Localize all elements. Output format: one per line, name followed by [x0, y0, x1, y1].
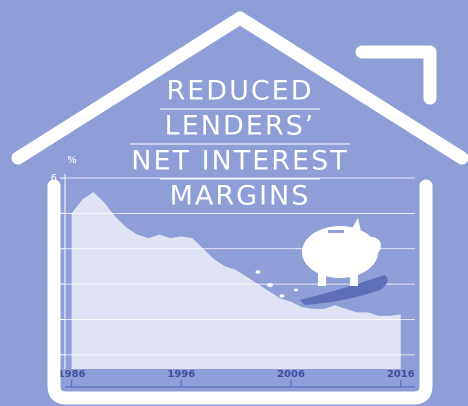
chart: 123456%1986199620062016 REDUCEDLENDERS’N… — [0, 0, 468, 406]
title-line: LENDERS’ — [165, 111, 316, 142]
x-tick-label: 2016 — [387, 369, 415, 380]
splash — [267, 283, 273, 287]
y-axis-label: % — [67, 155, 77, 166]
splash — [294, 289, 298, 292]
x-tick-label: 1986 — [58, 369, 86, 380]
splash — [256, 270, 261, 274]
splash — [280, 294, 285, 298]
title-line: NET INTEREST — [131, 146, 349, 177]
pig-leg — [350, 270, 358, 286]
pig-snout — [363, 237, 381, 255]
x-tick-label: 2006 — [277, 369, 305, 380]
pig-leg — [318, 270, 326, 286]
title-line: REDUCED — [166, 76, 313, 107]
title-line: MARGINS — [170, 181, 311, 212]
x-tick-label: 1996 — [167, 369, 195, 380]
coin-slot — [328, 230, 344, 233]
